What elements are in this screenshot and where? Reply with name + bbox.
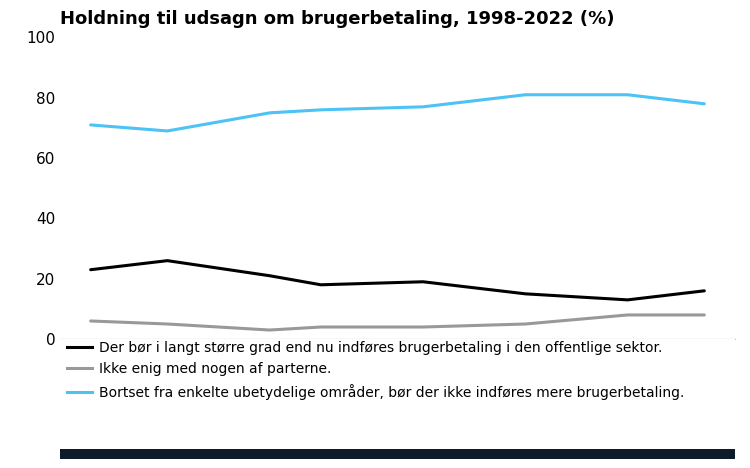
Legend: Der bør i langt større grad end nu indføres brugerbetaling i den offentlige sekt: Der bør i langt større grad end nu indfø… <box>67 341 684 400</box>
Text: Holdning til udsagn om brugerbetaling, 1998-2022 (%): Holdning til udsagn om brugerbetaling, 1… <box>60 9 614 28</box>
